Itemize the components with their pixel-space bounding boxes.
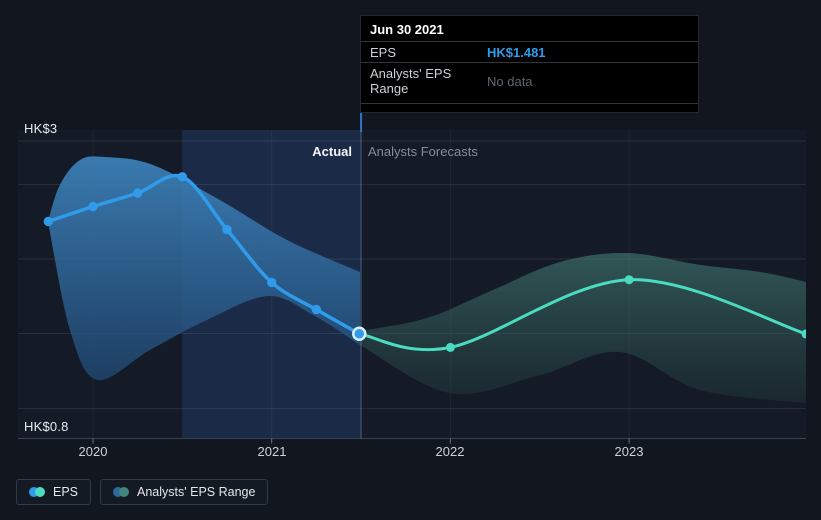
forecast-data-point[interactable]	[624, 275, 634, 285]
eps-teal-dot-icon	[35, 487, 45, 497]
forecast-data-point[interactable]	[445, 342, 455, 352]
range-legend-dots-icon	[113, 487, 130, 497]
tooltip-range-value: No data	[487, 73, 533, 89]
tooltip-footer-rule	[361, 103, 698, 112]
eps-data-point[interactable]	[267, 277, 277, 288]
hover-tooltip: Jun 30 2021 EPS HK$1.481 Analysts' EPS R…	[360, 15, 699, 113]
tooltip-eps-value: HK$1.481	[487, 45, 546, 60]
eps-legend-dots-icon	[29, 487, 45, 497]
eps-data-point[interactable]	[88, 201, 98, 212]
actual-eps-line[interactable]	[46, 173, 362, 336]
hovered-data-point[interactable]	[352, 326, 367, 342]
tooltip-date: Jun 30 2021	[370, 22, 444, 37]
range-teal-dot-icon	[119, 487, 130, 497]
legend-eps-button[interactable]: EPS	[16, 479, 92, 505]
x-tick-2021: 2021	[257, 444, 287, 459]
range-blue-dot-icon	[113, 487, 124, 497]
y-axis-min-label: HK$0.8	[24, 419, 69, 434]
x-tick-2023: 2023	[614, 444, 644, 459]
chart-legend: EPS Analysts' EPS Range	[16, 479, 269, 505]
eps-data-point[interactable]	[222, 224, 232, 235]
tooltip-range-row: Analysts' EPS Range No data	[361, 62, 698, 98]
forecast-data-point[interactable]	[801, 329, 811, 339]
eps-blue-dot-icon	[29, 487, 39, 497]
eps-data-point[interactable]	[43, 216, 54, 227]
tooltip-eps-label: EPS	[370, 45, 397, 60]
eps-data-point[interactable]	[132, 188, 143, 198]
x-tick-2020: 2020	[78, 444, 108, 459]
actual-section-label: Actual	[312, 144, 352, 159]
eps-data-point[interactable]	[311, 304, 322, 315]
tooltip-range-label: Analysts' EPS Range	[370, 66, 452, 96]
forecast-eps-line[interactable]	[357, 278, 806, 352]
forecasts-section-label: Analysts Forecasts	[368, 144, 478, 159]
tooltip-eps-row: EPS HK$1.481	[361, 41, 698, 62]
legend-range-label: Analysts' EPS Range	[137, 485, 256, 499]
legend-eps-label: EPS	[53, 485, 79, 499]
analysts-range-band-actual	[48, 156, 360, 381]
legend-range-button[interactable]: Analysts' EPS Range	[100, 479, 269, 505]
x-tick-2022: 2022	[435, 444, 465, 459]
y-axis-max-label: HK$3	[24, 121, 58, 136]
eps-data-point[interactable]	[177, 172, 188, 182]
